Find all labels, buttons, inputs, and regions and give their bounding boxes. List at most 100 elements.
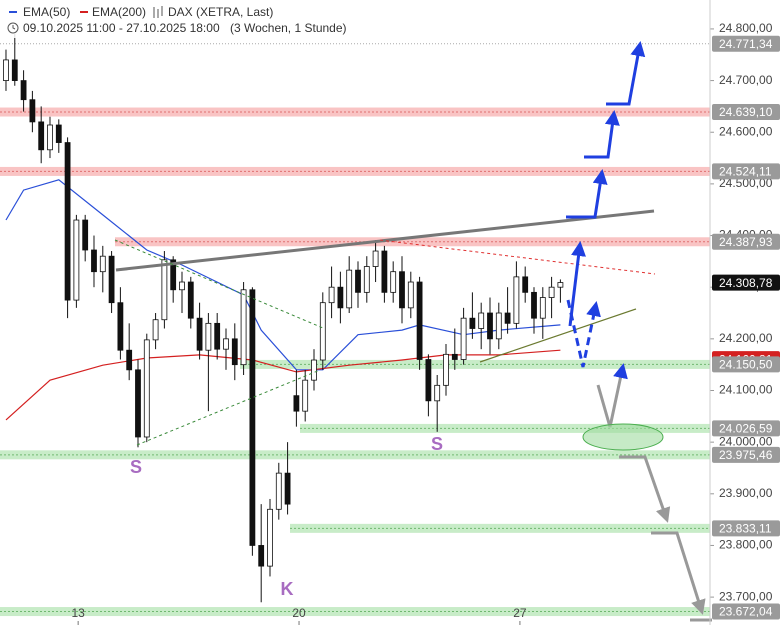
arrow <box>651 531 706 615</box>
header-bg <box>0 0 360 38</box>
instrument: DAX (XETRA, Last) <box>168 5 273 19</box>
y-tick-label: 24.000,00 <box>719 434 773 448</box>
candle-body <box>64 142 71 301</box>
candle-body <box>443 353 449 386</box>
candle-body <box>135 369 141 438</box>
annotation: K <box>281 579 294 599</box>
candle-body <box>399 271 405 309</box>
level-label-bg <box>712 163 780 180</box>
candle-body <box>240 289 247 366</box>
candle-body <box>487 312 493 340</box>
y-tick-label: 24.500,00 <box>719 176 773 190</box>
candle-body <box>434 384 441 402</box>
ema-line <box>5 179 561 371</box>
candle-body <box>187 281 194 319</box>
candle-body <box>407 281 414 309</box>
candle-body <box>539 297 546 319</box>
candle-body <box>47 124 53 151</box>
candle-body <box>337 286 344 309</box>
level-label-bg <box>712 446 780 463</box>
target-zone <box>582 423 664 451</box>
candle-body <box>267 508 273 567</box>
clock-icon <box>7 22 19 34</box>
candle-body <box>346 269 353 309</box>
candle-body <box>372 250 379 267</box>
candle-body <box>275 472 282 510</box>
y-tick-label: 24.100,00 <box>719 383 773 397</box>
trend-line <box>379 239 656 275</box>
level-label: 23.975,46 <box>719 448 773 462</box>
level-zone <box>240 359 710 369</box>
period-note: (3 Wochen, 1 Stunde) <box>230 21 347 35</box>
level-zone <box>0 607 710 617</box>
level-label: 24.150,50 <box>719 358 773 372</box>
candle-body <box>91 249 97 273</box>
arrow <box>566 299 601 368</box>
candle-body <box>99 255 106 273</box>
level-label: 23.833,11 <box>719 522 772 536</box>
candle-body <box>522 276 529 293</box>
legend-entry: EMA(200) <box>92 5 146 19</box>
candle-body <box>531 291 537 319</box>
candle-body <box>293 395 300 412</box>
y-tick-label: 24.700,00 <box>719 73 773 87</box>
candle-body <box>390 271 397 293</box>
candle-icon <box>153 6 163 18</box>
y-tick-label: 24.800,00 <box>719 21 773 35</box>
candle-body <box>258 545 265 567</box>
level-zone <box>0 166 710 176</box>
candle-body <box>108 255 115 304</box>
level-label-bg <box>712 356 780 373</box>
y-tick-label: 24.200,00 <box>719 331 773 345</box>
price-axis: 24.800,0024.700,0024.600,0024.500,0024.4… <box>71 0 780 625</box>
candle-body <box>117 302 124 351</box>
trend-line <box>114 239 324 329</box>
candle-body <box>126 349 133 371</box>
level-label: 24.524,11 <box>719 165 772 179</box>
candle-body <box>196 317 203 351</box>
candle-body <box>3 59 9 81</box>
candle-body <box>152 319 159 341</box>
x-tick-label: 20 <box>292 606 306 620</box>
candle-body <box>20 80 27 101</box>
period: 09.10.2025 11:00 - 27.10.2025 18:00 <box>23 21 220 35</box>
candle-body <box>495 312 502 340</box>
arrow <box>606 41 646 106</box>
candle-body <box>416 281 423 360</box>
level-label: 24.771,34 <box>719 37 773 51</box>
arrow <box>568 241 586 327</box>
plot-layer <box>3 34 564 603</box>
candle-body <box>223 338 229 350</box>
candle-body <box>469 317 476 329</box>
candle-body <box>29 99 36 123</box>
level-label: 23.672,04 <box>719 605 773 619</box>
y-tick-label: 24.600,00 <box>719 124 773 138</box>
candle-body <box>513 276 520 324</box>
candle-body <box>179 281 185 291</box>
candle-body <box>231 338 238 366</box>
candle-body <box>214 322 221 350</box>
y-tick-label: 23.800,00 <box>719 538 773 552</box>
drawings <box>114 41 712 622</box>
level-label-bg <box>712 420 780 437</box>
candle-body <box>425 359 432 402</box>
level-label: 24.026,59 <box>719 422 773 436</box>
arrow <box>566 169 608 219</box>
clock-icon <box>12 25 16 30</box>
candle-body <box>328 286 335 304</box>
level-label-bg <box>712 233 780 250</box>
trend-line <box>115 209 655 272</box>
candle-body <box>11 59 18 81</box>
trend-line <box>479 308 637 363</box>
x-tick-label: 13 <box>71 606 85 620</box>
level-label-bg <box>712 603 780 620</box>
candle-body <box>143 339 150 438</box>
arrow <box>584 110 620 159</box>
candle-body <box>170 259 177 291</box>
candle-body <box>478 312 485 329</box>
level-zone <box>0 450 710 460</box>
level-label: 24.308,78 <box>719 276 773 290</box>
candle-body <box>363 266 370 293</box>
candle-body <box>460 317 467 360</box>
